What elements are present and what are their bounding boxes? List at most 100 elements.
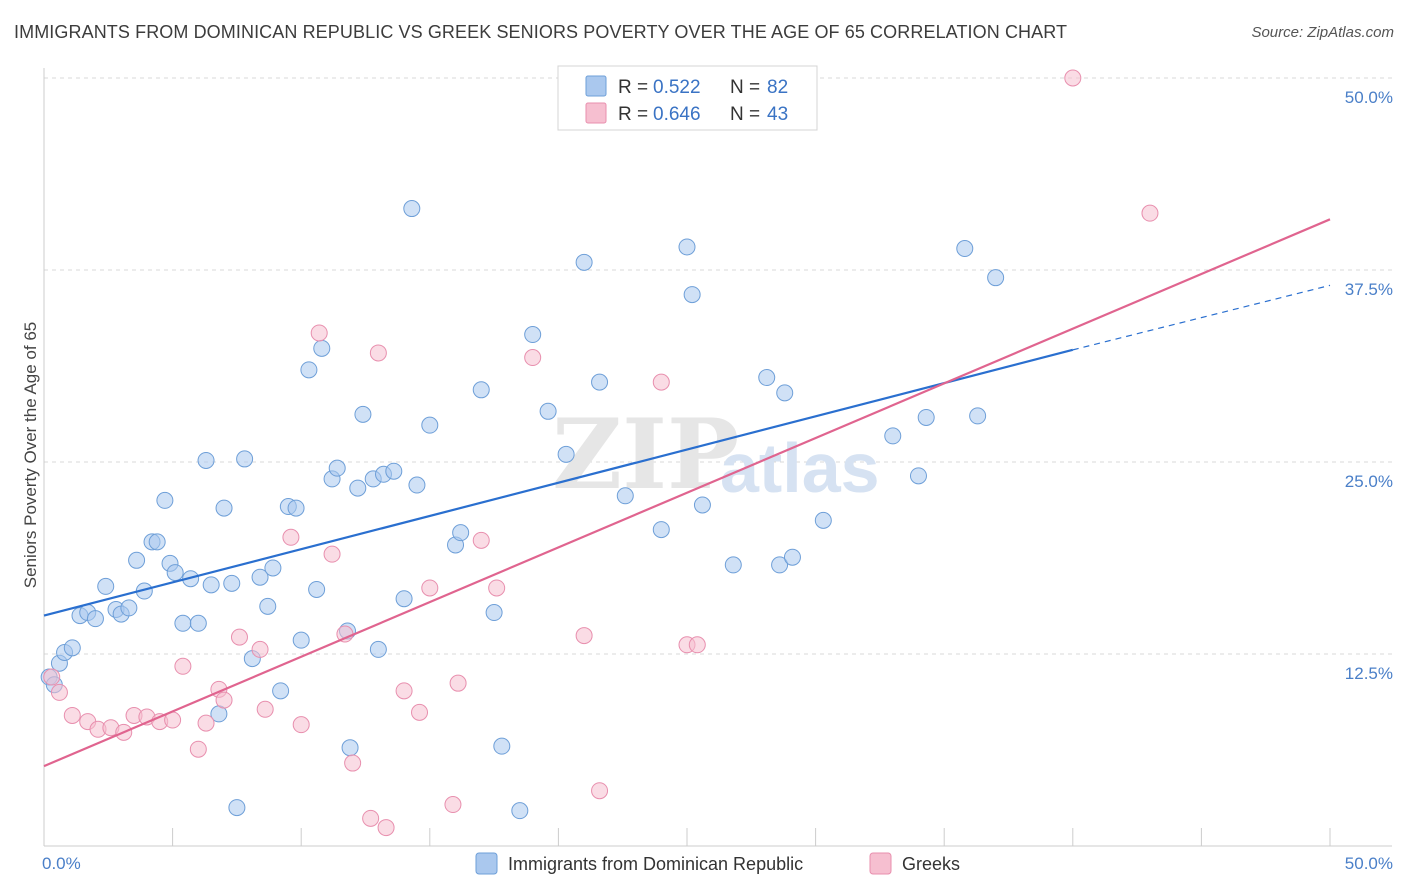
point-74 (783, 548, 801, 566)
axes (43, 68, 1392, 847)
point-27 (377, 819, 395, 837)
point-37 (591, 782, 609, 800)
trend-line-dominican-extension (1072, 284, 1331, 351)
legend-r-label-1: R = (618, 77, 648, 98)
bottom-legend-swatch-pink (869, 852, 892, 875)
point-50 (395, 590, 413, 608)
point-12 (128, 551, 146, 569)
point-31 (259, 597, 277, 615)
point-55 (452, 524, 470, 542)
legend-n-label-2: N = (730, 104, 760, 125)
point-23 (202, 576, 220, 594)
point-8 (97, 577, 115, 595)
point-20 (292, 716, 310, 734)
point-29 (411, 703, 429, 721)
point-49 (385, 462, 403, 480)
point-11 (174, 657, 192, 675)
point-18 (166, 564, 184, 582)
point-33 (272, 682, 290, 700)
point-19 (282, 528, 300, 546)
watermark-zip: ZIP (552, 398, 739, 511)
point-53 (421, 416, 439, 434)
point-25 (362, 809, 380, 827)
point-33 (472, 531, 490, 549)
legend-r-label-2: R = (618, 104, 648, 125)
legend-r-value-2: 0.646 (653, 104, 701, 125)
point-63 (575, 253, 593, 271)
point-72 (771, 556, 789, 574)
bottom-legend: Immigrants from Dominican Republic Greek… (475, 852, 960, 875)
point-16 (156, 491, 174, 509)
point-64 (591, 373, 609, 391)
point-4 (63, 639, 81, 657)
point-1 (50, 683, 68, 701)
y-tick-label-1: 25.0% (1345, 472, 1393, 491)
point-73 (776, 384, 794, 402)
point-57 (485, 604, 503, 622)
point-31 (444, 796, 462, 814)
point-39 (313, 339, 331, 357)
point-0 (43, 668, 61, 686)
point-30 (421, 579, 439, 597)
legend-swatch-blue (585, 75, 607, 97)
point-38 (652, 373, 670, 391)
legend-n-label-1: N = (730, 77, 760, 98)
point-25 (215, 499, 233, 517)
x-tick-label-1: 50.0% (1345, 854, 1393, 873)
point-66 (652, 521, 670, 539)
point-35 (287, 499, 305, 517)
point-24 (344, 754, 362, 772)
legend-n-value-2: 43 (767, 104, 788, 125)
point-32 (449, 674, 467, 692)
legend-swatch-pink (585, 102, 607, 124)
point-11 (120, 599, 138, 617)
point-45 (354, 405, 372, 423)
trend-line-greeks (43, 218, 1331, 768)
point-21 (189, 614, 207, 632)
bottom-legend-label-dominican: Immigrants from Dominican Republic (508, 854, 803, 874)
point-77 (909, 467, 927, 485)
y-tick-label-3: 50.0% (1345, 88, 1393, 107)
point-13 (197, 714, 215, 732)
point-21 (310, 324, 328, 342)
bottom-legend-swatch-blue (475, 852, 498, 875)
legend-r-value-1: 0.522 (653, 77, 701, 98)
point-79 (956, 239, 974, 257)
point-35 (524, 349, 542, 367)
x-tick-labels: 0.0% 50.0% (42, 854, 1393, 873)
point-40 (688, 636, 706, 654)
point-37 (300, 361, 318, 379)
point-38 (308, 580, 326, 598)
point-36 (292, 631, 310, 649)
point-68 (683, 286, 701, 304)
point-22 (197, 451, 215, 469)
point-28 (236, 450, 254, 468)
watermark: ZIP atlas (552, 398, 880, 511)
point-52 (408, 476, 426, 494)
legend: R = 0.522 N = 82 R = 0.646 N = 43 (557, 65, 818, 131)
point-32 (264, 559, 282, 577)
point-78 (917, 408, 935, 426)
point-76 (884, 427, 902, 445)
point-2 (63, 706, 81, 724)
y-gridlines (44, 77, 1392, 655)
y-tick-label-0: 12.5% (1345, 664, 1393, 683)
point-56 (472, 381, 490, 399)
point-36 (575, 627, 593, 645)
y-axis-label: Seniors Poverty Over the Age of 65 (21, 322, 40, 588)
point-59 (511, 802, 529, 820)
point-80 (969, 407, 987, 425)
point-41 (328, 459, 346, 477)
point-7 (86, 610, 104, 628)
point-15 (215, 691, 233, 709)
point-28 (395, 682, 413, 700)
point-30 (251, 568, 269, 586)
point-26 (223, 574, 241, 592)
point-16 (230, 628, 248, 646)
point-81 (987, 269, 1005, 287)
chart-source: Source: ZipAtlas.com (1251, 24, 1394, 41)
point-58 (493, 737, 511, 755)
point-70 (724, 556, 742, 574)
point-12 (189, 740, 207, 758)
